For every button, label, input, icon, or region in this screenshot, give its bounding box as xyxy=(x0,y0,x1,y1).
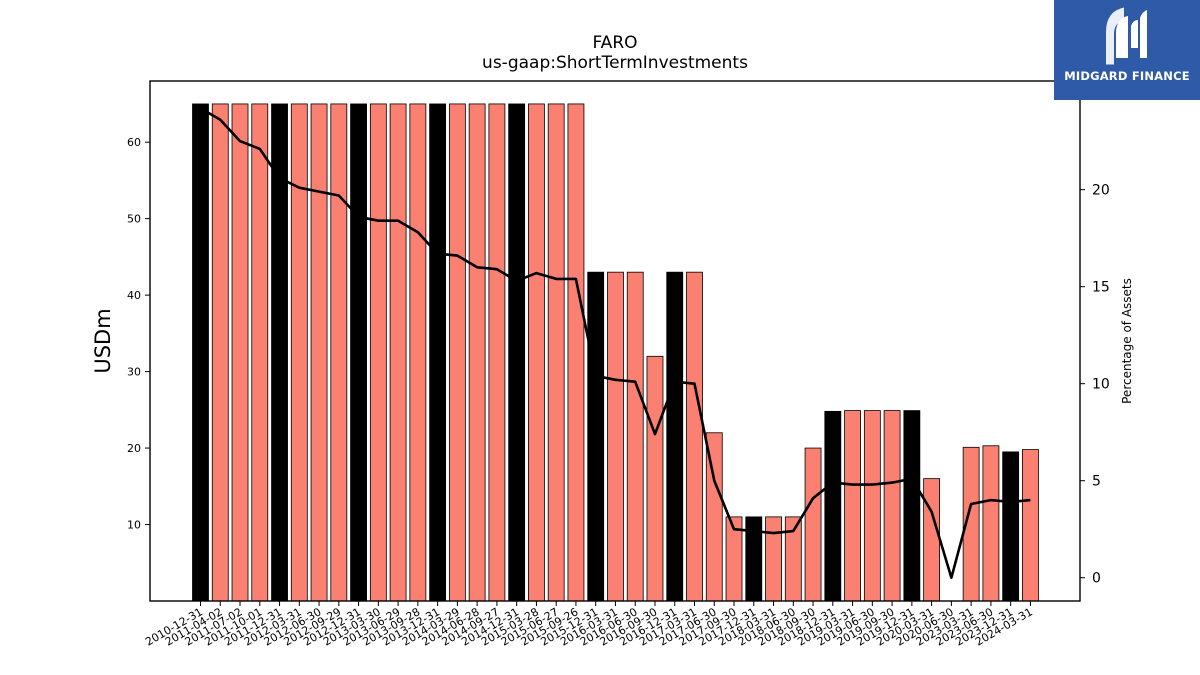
bar-2013-03-30 xyxy=(369,103,387,602)
bar-2019-12-31 xyxy=(903,410,921,602)
chart-title: FARO xyxy=(592,33,637,53)
bar-2019-06-30 xyxy=(863,410,881,602)
y2-tick-label: 10 xyxy=(1092,377,1110,393)
bar-2016-06-30 xyxy=(626,271,644,602)
y-tick-label: 40 xyxy=(127,289,141,302)
line-layer xyxy=(199,107,1031,580)
bar-2020-03-31 xyxy=(923,478,941,602)
y-axis-label: USDm xyxy=(91,308,115,373)
bar-2024-03-31 xyxy=(1022,449,1039,602)
y2-axis-label: Percentage of Assets xyxy=(1120,278,1134,404)
bar-2013-12-31 xyxy=(429,103,447,602)
bar-2019-03-31 xyxy=(844,410,861,602)
midgard-logo-icon xyxy=(1106,7,1147,65)
bar-2015-03-28 xyxy=(528,103,545,602)
bar-2010-12-31 xyxy=(192,103,209,602)
bar-2015-06-27 xyxy=(547,103,565,602)
y2-tick-label: 0 xyxy=(1092,571,1101,587)
bar-2016-03-31 xyxy=(607,271,624,602)
brand-name: MIDGARD FINANCE xyxy=(1064,69,1190,83)
y-tick-label: 60 xyxy=(127,136,141,149)
bar-2018-12-31 xyxy=(824,410,842,602)
bar-2016-12-31 xyxy=(666,271,684,602)
bars-group xyxy=(192,103,1039,602)
bar-2012-03-31 xyxy=(290,103,308,602)
bar-2016-09-30 xyxy=(646,355,664,602)
bar-2011-07-02 xyxy=(231,103,249,602)
bar-2011-10-01 xyxy=(251,103,269,602)
y2-tick-label: 15 xyxy=(1092,280,1110,296)
y-tick-label: 30 xyxy=(127,366,141,379)
y2-tick-label: 5 xyxy=(1092,474,1101,490)
bar-2011-04-02 xyxy=(211,103,229,602)
bar-2018-09-30 xyxy=(804,447,822,602)
percentage-line xyxy=(199,107,1031,580)
y2-tick-label: 20 xyxy=(1092,183,1110,199)
bar-2012-06-30 xyxy=(310,103,328,602)
bar-2023-06-30 xyxy=(982,445,1000,602)
x-axis: 2010-12-312011-04-022011-07-022011-10-01… xyxy=(143,601,1035,649)
bar-2018-03-31 xyxy=(765,516,782,602)
y-tick-label: 50 xyxy=(127,213,141,226)
bar-2014-12-31 xyxy=(508,103,526,602)
bar-2014-06-28 xyxy=(468,103,486,602)
bar-2017-03-31 xyxy=(686,271,703,602)
bar-2012-09-29 xyxy=(330,103,348,602)
chart-subtitle: us-gaap:ShortTermInvestments xyxy=(482,53,748,73)
bar-2023-12-31 xyxy=(1002,451,1020,602)
bar-2014-09-27 xyxy=(488,103,506,602)
brand-logo: MIDGARD FINANCE xyxy=(1054,0,1200,100)
plot-frame xyxy=(149,80,1081,602)
y-axis-left: 10 20 30 40 50 60 xyxy=(127,136,150,532)
bar-2012-12-31 xyxy=(350,103,367,602)
y-axis-right: 0 5 10 15 20 xyxy=(1080,183,1110,587)
bar-2015-09-26 xyxy=(567,103,585,602)
bar-2013-09-28 xyxy=(409,103,427,602)
bar-2019-09-30 xyxy=(883,410,901,602)
bar-2015-12-31 xyxy=(587,271,605,602)
bar-2013-06-29 xyxy=(389,103,407,602)
y-tick-label: 10 xyxy=(127,519,141,532)
y-tick-label: 20 xyxy=(127,442,141,455)
bar-2014-03-29 xyxy=(448,103,466,602)
